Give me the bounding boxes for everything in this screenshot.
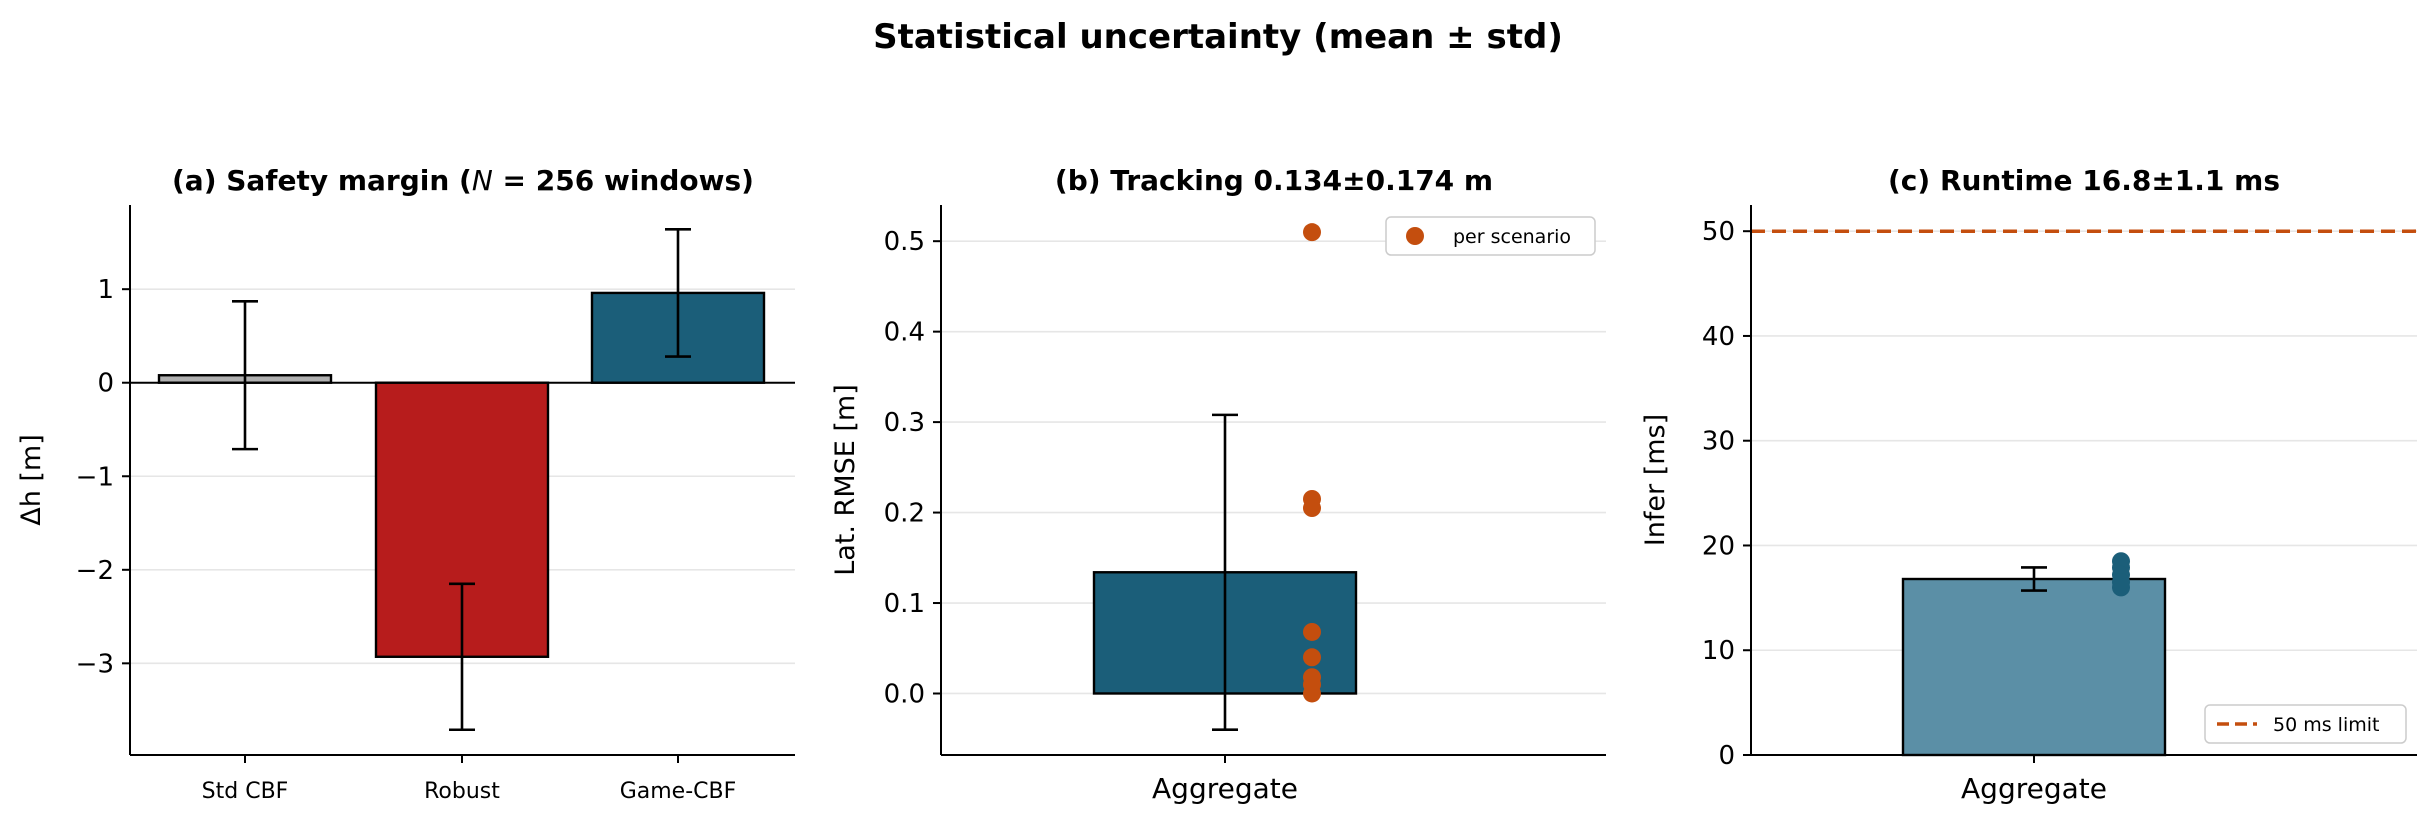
bar-aggregate (1901, 577, 2167, 757)
y-tick-label: 1 (97, 275, 114, 305)
legend-label: 50 ms limit (2273, 714, 2379, 736)
title-part: = 256 windows) (493, 164, 754, 197)
title-part: N (472, 164, 493, 197)
y-tick-label: 0 (97, 369, 114, 399)
chart-runtime: 0 10 20 30 40 50 Aggregate Infer [ms] (c) Runtim… (1640, 164, 2417, 805)
x-tick-label: Robust (424, 779, 500, 804)
x-tick-label: Std CBF (202, 779, 289, 804)
y-axis-label: Δh [m] (16, 434, 47, 526)
chart-safety-margin: −3 −2 −1 0 1 Std CBF Robust Game-CBF Δh [m] (a) S… (16, 164, 795, 804)
scatter-point (2112, 578, 2130, 597)
x-tick-label: Game-CBF (620, 779, 737, 804)
chart-title: (b) Tracking 0.134±0.174 m (1055, 164, 1493, 197)
legend-label: per scenario (1453, 226, 1571, 248)
y-tick-label: 20 (1702, 531, 1735, 561)
y-tick-label: 0.3 (884, 408, 925, 438)
scatter-point (1303, 499, 1321, 518)
y-tick-label: 10 (1702, 636, 1735, 666)
y-tick-label: −1 (76, 462, 114, 492)
y-tick-label: 0.0 (884, 679, 925, 709)
legend-box (1385, 216, 1596, 256)
y-tick-label: 30 (1702, 427, 1735, 457)
chart-title: (c) Runtime 16.8±1.1 ms (1888, 164, 2280, 197)
x-tick-label: Aggregate (1961, 772, 2107, 805)
y-tick-label: 0.2 (884, 499, 925, 529)
y-tick-label: 0 (1718, 741, 1735, 771)
y-tick-label: 0.5 (884, 227, 925, 257)
figure-suptitle: Statistical uncertainty (mean ± std) (873, 17, 1563, 57)
y-tick-label: −3 (76, 649, 114, 679)
legend-marker (1406, 227, 1424, 245)
x-tick-label: Aggregate (1152, 772, 1298, 805)
y-tick-label: −2 (76, 556, 114, 586)
title-part: (a) Safety margin ( (172, 164, 472, 197)
y-tick-label: 40 (1702, 322, 1735, 352)
chart-tracking: 0.0 0.1 0.2 0.3 0.4 0.5 Aggregate Lat. RMSE [m]… (830, 164, 1606, 805)
scatter-point (1303, 622, 1321, 641)
y-tick-label: 50 (1702, 217, 1735, 247)
y-tick-label: 0.4 (884, 318, 925, 348)
y-axis-label: Lat. RMSE [m] (830, 384, 861, 576)
legend-box (2204, 704, 2407, 744)
scatter-point (1303, 648, 1321, 667)
y-axis-label: Infer [ms] (1640, 414, 1671, 546)
scatter-point (1303, 684, 1321, 703)
scatter-point (1303, 223, 1321, 242)
y-tick-label: 0.1 (884, 589, 925, 619)
chart-title: (a) Safety margin (N = 256 windows) (172, 164, 754, 197)
